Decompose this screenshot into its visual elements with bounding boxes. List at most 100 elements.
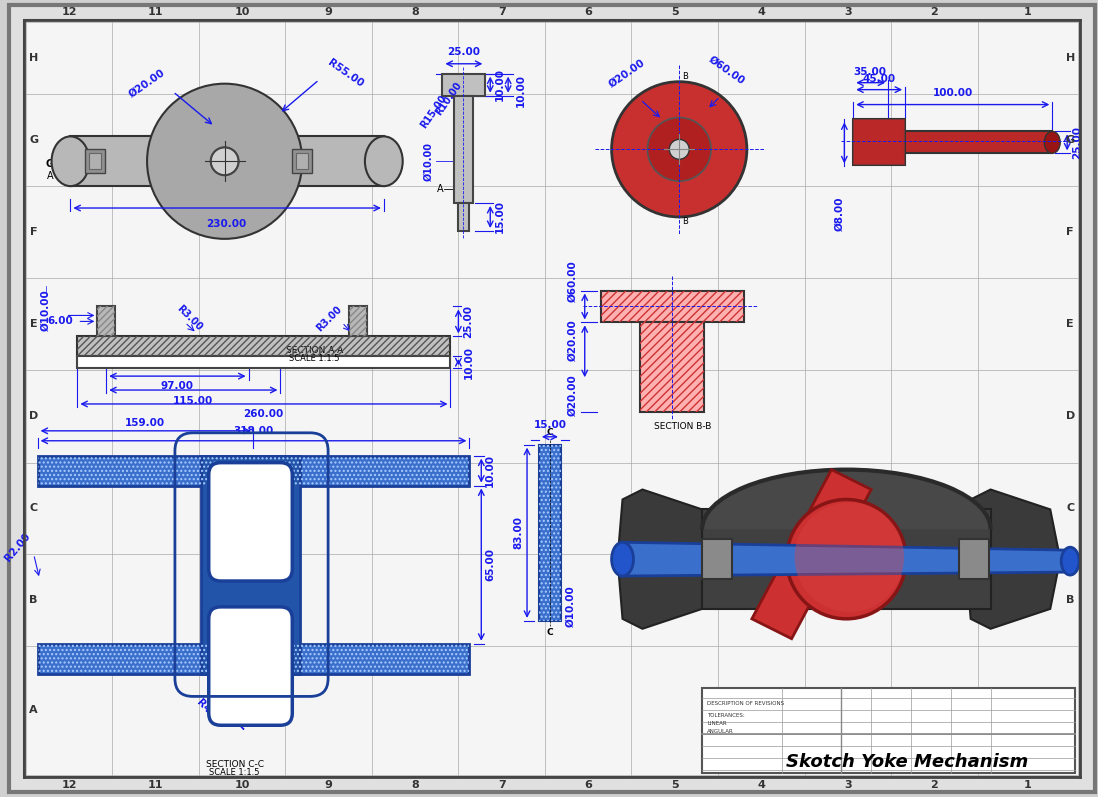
Ellipse shape xyxy=(1061,548,1079,575)
Text: 3: 3 xyxy=(844,780,852,790)
Bar xyxy=(640,323,704,412)
Text: 10.00: 10.00 xyxy=(516,74,526,107)
Text: Ø20.00: Ø20.00 xyxy=(568,374,578,416)
Text: G: G xyxy=(45,159,54,169)
Text: 12: 12 xyxy=(61,7,77,17)
Text: SCALE 1:1.5: SCALE 1:1.5 xyxy=(289,354,339,363)
Bar xyxy=(349,307,367,336)
Bar xyxy=(458,203,469,231)
Bar xyxy=(349,307,367,336)
Text: 2: 2 xyxy=(930,780,939,790)
Text: Ø60.00: Ø60.00 xyxy=(707,54,747,87)
Text: 65.00: 65.00 xyxy=(485,548,495,581)
Text: 11: 11 xyxy=(148,780,164,790)
Text: R9.00: R9.00 xyxy=(237,701,268,732)
Circle shape xyxy=(670,139,690,159)
Text: F: F xyxy=(1066,227,1074,237)
Bar xyxy=(98,307,115,336)
Bar xyxy=(296,153,309,169)
Bar xyxy=(601,291,743,323)
Text: A: A xyxy=(30,705,38,716)
Text: A: A xyxy=(47,171,54,181)
Text: 12: 12 xyxy=(61,780,77,790)
Bar xyxy=(539,445,561,621)
Ellipse shape xyxy=(52,136,89,186)
Text: SCALE 1:1.5: SCALE 1:1.5 xyxy=(210,768,260,777)
Bar xyxy=(455,96,473,203)
Text: H: H xyxy=(1065,53,1075,63)
Bar xyxy=(78,336,450,356)
Text: 9: 9 xyxy=(325,780,333,790)
Text: R4.00: R4.00 xyxy=(194,698,225,728)
Text: 7: 7 xyxy=(497,780,505,790)
Bar xyxy=(86,149,105,173)
Text: 2: 2 xyxy=(930,7,939,17)
Text: 10.00: 10.00 xyxy=(485,454,495,487)
Text: 10: 10 xyxy=(234,780,249,790)
Text: 5: 5 xyxy=(671,7,679,17)
Bar xyxy=(89,153,101,169)
Text: Ø60.00: Ø60.00 xyxy=(568,260,578,301)
Text: 8: 8 xyxy=(412,780,419,790)
Polygon shape xyxy=(617,489,732,629)
Bar xyxy=(601,291,743,323)
Ellipse shape xyxy=(1044,132,1061,153)
Text: 5: 5 xyxy=(671,780,679,790)
Text: 6: 6 xyxy=(584,780,592,790)
Polygon shape xyxy=(966,489,1061,629)
Text: 15.00: 15.00 xyxy=(495,201,505,234)
Text: B: B xyxy=(30,595,37,605)
Text: B: B xyxy=(682,218,688,226)
Bar xyxy=(37,644,469,673)
Ellipse shape xyxy=(786,500,906,618)
Text: 260.00: 260.00 xyxy=(244,409,283,419)
Text: Ø10.00: Ø10.00 xyxy=(41,289,51,332)
Text: A: A xyxy=(437,184,444,194)
Text: 230.00: 230.00 xyxy=(206,219,247,229)
Text: 7: 7 xyxy=(497,7,505,17)
Bar xyxy=(539,445,561,621)
Polygon shape xyxy=(752,469,871,638)
Text: Skotch Yoke Mechanism: Skotch Yoke Mechanism xyxy=(786,753,1029,771)
Bar xyxy=(905,132,1052,153)
Circle shape xyxy=(648,117,712,181)
Bar xyxy=(442,74,485,96)
Bar xyxy=(853,120,905,165)
Circle shape xyxy=(211,147,238,175)
Bar xyxy=(853,120,905,165)
Bar xyxy=(640,323,704,412)
Text: Ø20.00: Ø20.00 xyxy=(607,57,648,89)
Text: Ø20.00: Ø20.00 xyxy=(127,68,167,100)
Bar xyxy=(702,540,732,579)
Text: SECTION C-C: SECTION C-C xyxy=(205,760,264,769)
Text: R3.00: R3.00 xyxy=(314,304,344,333)
Bar xyxy=(78,336,450,356)
Text: C: C xyxy=(547,628,553,638)
Bar xyxy=(702,689,1075,773)
Text: R15.00: R15.00 xyxy=(418,93,449,130)
Bar xyxy=(98,307,115,336)
Text: H: H xyxy=(29,53,38,63)
Text: LINEAR: LINEAR xyxy=(707,721,727,726)
Text: 10: 10 xyxy=(234,7,249,17)
Ellipse shape xyxy=(795,502,904,612)
Text: F: F xyxy=(30,227,37,237)
Circle shape xyxy=(612,81,747,217)
Text: R2.00: R2.00 xyxy=(3,531,33,563)
Text: 25.00: 25.00 xyxy=(463,305,473,338)
Polygon shape xyxy=(702,469,990,529)
Bar xyxy=(292,149,312,173)
Text: 45.00: 45.00 xyxy=(863,73,896,84)
Text: 15.00: 15.00 xyxy=(534,420,567,430)
Text: 25.00: 25.00 xyxy=(447,47,480,57)
Text: 6.00: 6.00 xyxy=(47,316,74,327)
Text: 6: 6 xyxy=(584,7,592,17)
Text: G: G xyxy=(30,135,38,145)
Polygon shape xyxy=(620,542,1072,576)
Text: 115.00: 115.00 xyxy=(172,396,213,406)
Text: Ø10.00: Ø10.00 xyxy=(565,585,575,626)
Text: E: E xyxy=(1066,319,1074,329)
Text: C: C xyxy=(30,504,37,513)
Text: 4: 4 xyxy=(758,780,765,790)
Text: 3: 3 xyxy=(844,7,852,17)
